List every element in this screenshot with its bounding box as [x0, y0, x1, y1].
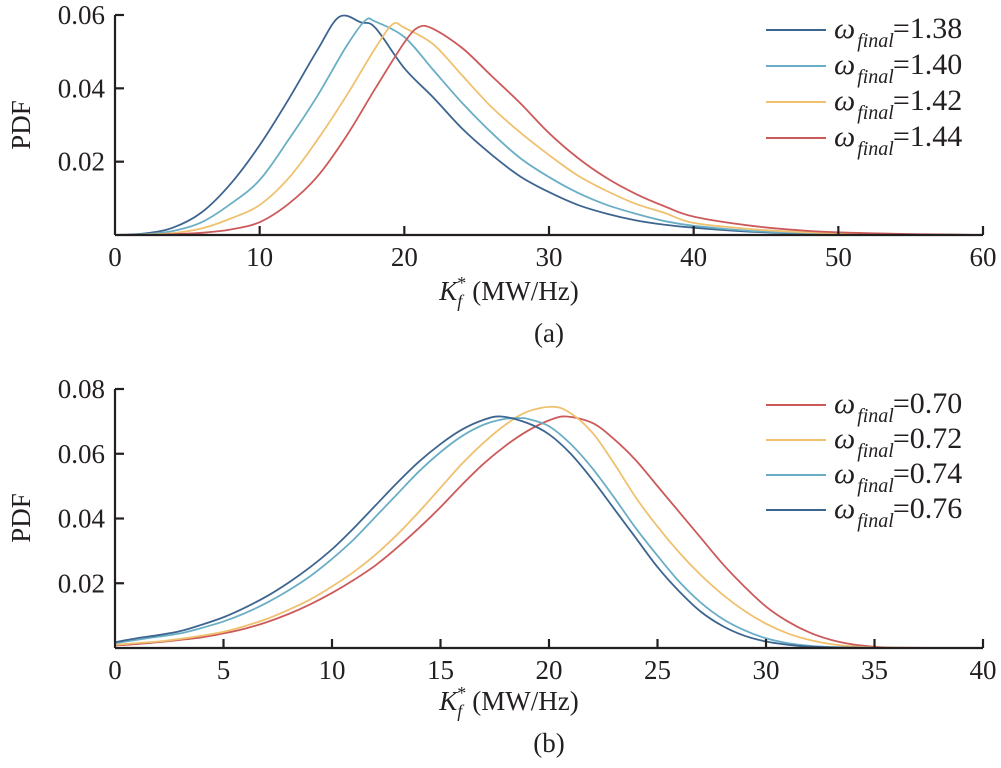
- panel-a-xtick-label: 50: [825, 242, 852, 272]
- panel-a-legend-label: ω final=1.44: [834, 120, 962, 160]
- panel-b-xtick-label: 5: [217, 655, 231, 685]
- panel-a-ytick-label: 0.06: [58, 0, 105, 30]
- panel-b-xlabel: Kf* (MW/Hz): [438, 683, 579, 721]
- panel-a-xtick-label: 30: [536, 242, 563, 272]
- panel-b-ytick-label: 0.02: [58, 568, 105, 598]
- panel-b-series-0: [114, 415, 983, 649]
- panel-b-series-2: [114, 417, 983, 649]
- panel-b-xtick-label: 20: [536, 655, 563, 685]
- panel-b-xtick-label: 35: [861, 655, 888, 685]
- panel-b-xlabel-unit: (MW/Hz): [472, 686, 578, 716]
- panel-a-xlabel-symbol: K: [438, 276, 459, 306]
- panel-a-legend-item: ω final=1.44: [766, 120, 962, 160]
- panel-b: 0 5 10 15 20 25 30 35 40 0.02 0.04 0.06 0.08 ω final=0…: [6, 374, 997, 758]
- panel-b-xtick-label: 0: [108, 655, 122, 685]
- panel-b-series-1: [114, 405, 983, 649]
- panel-a-ylabel: PDF: [6, 100, 36, 150]
- panel-a-legend-label: ω final=1.38: [834, 12, 962, 52]
- panel-a-xtick-label: 20: [391, 242, 418, 272]
- panel-b-xtick-label: 15: [427, 655, 454, 685]
- panel-b-xtick-label: 30: [753, 655, 780, 685]
- panel-b-legend-label: ω final=0.70: [834, 387, 962, 427]
- panel-a: 0 10 20 30 40 50 600.020.040.06 ω final=1.38ω fin…: [6, 0, 997, 348]
- panel-b-legend-item: ω final=0.74: [766, 457, 962, 497]
- panel-a-xlabel: Kf* (MW/Hz): [438, 273, 579, 311]
- panel-a-xlabel-unit: (MW/Hz): [472, 276, 578, 306]
- panel-b-legend-label: ω final=0.74: [834, 457, 962, 497]
- panel-a-legend-item: ω final=1.40: [766, 48, 962, 88]
- panel-a-legend-item: ω final=1.38: [766, 12, 962, 52]
- panel-b-series-3: [114, 415, 983, 649]
- panel-a-legend-label: ω final=1.42: [834, 84, 962, 124]
- panel-a-series-1: [114, 17, 984, 236]
- panel-b-ytick-label: 0.08: [58, 374, 105, 404]
- panel-a-xtick-label: 0: [108, 242, 122, 272]
- panel-b-xtick-label: 10: [319, 655, 346, 685]
- panel-a-legend: ω final=1.38ω final=1.40ω final=1.42ω final=…: [766, 12, 962, 160]
- panel-a-plot-area: 0 10 20 30 40 50 600.020.040.06 ω final=1.38ω fin…: [58, 0, 997, 272]
- svg-text:Kf*(MW/Hz): Kf* (MW/Hz): [438, 683, 579, 721]
- panel-a-ytick-label: 0.04: [58, 73, 106, 103]
- panel-b-ytick-label: 0.04: [58, 504, 106, 534]
- panel-b-legend: ω final=0.70ω final=0.72ω final=0.74ω final=…: [766, 387, 962, 532]
- panel-a-series-2: [114, 21, 984, 236]
- panel-b-xtick-label: 25: [644, 655, 671, 685]
- panel-b-xtick-label: 40: [970, 655, 997, 685]
- panel-a-xlabel-sub: f: [457, 291, 465, 311]
- panel-a-ytick-label: 0.02: [58, 147, 105, 177]
- panel-b-legend-label: ω final=0.72: [834, 422, 962, 462]
- svg-text:Kf*(MW/Hz): Kf* (MW/Hz): [438, 273, 579, 311]
- panel-b-ytick-label: 0.06: [58, 439, 105, 469]
- panel-b-xlabel-sub: f: [457, 701, 465, 721]
- panel-a-xtick-label: 60: [970, 242, 997, 272]
- panel-a-xtick-label: 10: [246, 242, 273, 272]
- panel-a-series-3: [115, 24, 984, 236]
- panel-b-plot-area: 0 5 10 15 20 25 30 35 40 0.02 0.04 0.06 0.08 ω final=0…: [58, 374, 997, 685]
- panel-b-legend-label: ω final=0.76: [834, 492, 962, 532]
- panel-a-xlabel-sup: *: [457, 273, 466, 293]
- panel-b-xlabel-symbol: K: [438, 686, 459, 716]
- panel-a-legend-item: ω final=1.42: [766, 84, 962, 124]
- panel-b-caption: (b): [533, 728, 564, 758]
- panel-b-legend-item: ω final=0.72: [766, 422, 962, 462]
- panel-b-legend-item: ω final=0.70: [766, 387, 962, 427]
- panel-b-legend-item: ω final=0.76: [766, 492, 962, 532]
- panel-b-ylabel: PDF: [6, 493, 36, 543]
- panel-a-caption: (a): [534, 318, 564, 348]
- panel-a-series-0: [114, 14, 984, 236]
- panel-a-legend-label: ω final=1.40: [834, 48, 962, 88]
- panel-a-xtick-label: 40: [680, 242, 707, 272]
- panel-b-xlabel-sup: *: [457, 683, 466, 703]
